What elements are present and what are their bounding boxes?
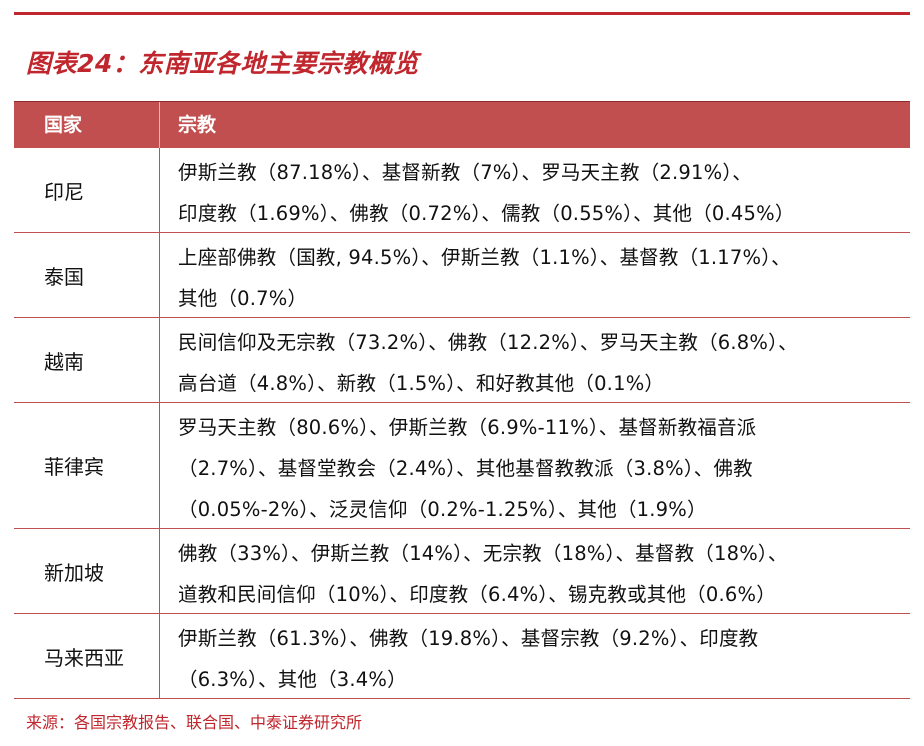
religion-line: 罗马天主教（80.6%）、伊斯兰教（6.9%-11%）、基督新教福音派 bbox=[178, 416, 757, 439]
top-rule bbox=[14, 12, 910, 15]
table-row: 马来西亚 伊斯兰教（61.3%）、佛教（19.8%）、基督宗教（9.2%）、印度… bbox=[14, 614, 910, 699]
source-note: 来源：各国宗教报告、联合国、中泰证券研究所 bbox=[26, 713, 363, 732]
table-row: 新加坡 佛教（33%）、伊斯兰教（14%）、无宗教（18%）、基督教（18%）、… bbox=[14, 529, 910, 614]
country-cell: 马来西亚 bbox=[14, 614, 160, 698]
religion-line: 伊斯兰教（87.18%）、基督新教（7%）、罗马天主教（2.91%）、 bbox=[178, 161, 752, 184]
figure-title: 图表24：东南亚各地主要宗教概览 bbox=[26, 49, 419, 78]
table-row: 泰国 上座部佛教（国教, 94.5%）、伊斯兰教（1.1%）、基督教（1.17%… bbox=[14, 233, 910, 318]
header-country: 国家 bbox=[14, 102, 160, 148]
religion-line: 高台道（4.8%）、新教（1.5%）、和好教其他（0.1%） bbox=[178, 372, 665, 395]
religion-cell: 佛教（33%）、伊斯兰教（14%）、无宗教（18%）、基督教（18%）、 道教和… bbox=[160, 529, 910, 613]
table-header: 国家 宗教 bbox=[14, 101, 910, 148]
religion-table: 国家 宗教 印尼 伊斯兰教（87.18%）、基督新教（7%）、罗马天主教（2.9… bbox=[14, 101, 910, 699]
country-cell: 越南 bbox=[14, 318, 160, 402]
religion-line: （0.05%-2%）、泛灵信仰（0.2%-1.25%）、其他（1.9%） bbox=[178, 498, 707, 521]
religion-cell: 上座部佛教（国教, 94.5%）、伊斯兰教（1.1%）、基督教（1.17%）、 … bbox=[160, 233, 910, 317]
religion-line: 民间信仰及无宗教（73.2%）、佛教（12.2%）、罗马天主教（6.8%）、 bbox=[178, 331, 798, 354]
religion-line: 伊斯兰教（61.3%）、佛教（19.8%）、基督宗教（9.2%）、印度教 bbox=[178, 627, 759, 650]
religion-line: （6.3%）、其他（3.4%） bbox=[178, 668, 407, 691]
religion-cell: 伊斯兰教（61.3%）、佛教（19.8%）、基督宗教（9.2%）、印度教 （6.… bbox=[160, 614, 910, 698]
country-cell: 泰国 bbox=[14, 233, 160, 317]
country-cell: 新加坡 bbox=[14, 529, 160, 613]
religion-line: 上座部佛教（国教, 94.5%）、伊斯兰教（1.1%）、基督教（1.17%）、 bbox=[178, 246, 791, 269]
table-row: 菲律宾 罗马天主教（80.6%）、伊斯兰教（6.9%-11%）、基督新教福音派 … bbox=[14, 403, 910, 529]
country-cell: 印尼 bbox=[14, 148, 160, 232]
religion-cell: 伊斯兰教（87.18%）、基督新教（7%）、罗马天主教（2.91%）、 印度教（… bbox=[160, 148, 910, 232]
religion-line: 道教和民间信仰（10%）、印度教（6.4%）、锡克教或其他（0.6%） bbox=[178, 583, 776, 606]
religion-line: 印度教（1.69%）、佛教（0.72%）、儒教（0.55%）、其他（0.45%） bbox=[178, 202, 795, 225]
country-cell: 菲律宾 bbox=[14, 403, 160, 528]
religion-line: 其他（0.7%） bbox=[178, 287, 308, 310]
religion-cell: 民间信仰及无宗教（73.2%）、佛教（12.2%）、罗马天主教（6.8%）、 高… bbox=[160, 318, 910, 402]
header-religion: 宗教 bbox=[178, 114, 217, 136]
religion-line: （2.7%）、基督堂教会（2.4%）、其他基督教教派（3.8%）、佛教 bbox=[178, 457, 753, 480]
religion-line: 佛教（33%）、伊斯兰教（14%）、无宗教（18%）、基督教（18%）、 bbox=[178, 542, 788, 565]
table-row: 越南 民间信仰及无宗教（73.2%）、佛教（12.2%）、罗马天主教（6.8%）… bbox=[14, 318, 910, 403]
table-row: 印尼 伊斯兰教（87.18%）、基督新教（7%）、罗马天主教（2.91%）、 印… bbox=[14, 148, 910, 233]
religion-cell: 罗马天主教（80.6%）、伊斯兰教（6.9%-11%）、基督新教福音派 （2.7… bbox=[160, 403, 910, 528]
